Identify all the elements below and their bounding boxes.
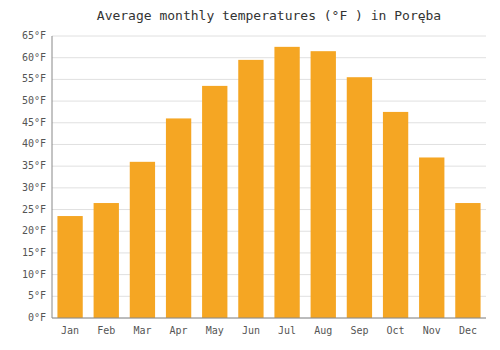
grid-line [52,318,486,319]
y-tick-label: 20°F [22,225,46,236]
y-axis-line [52,36,53,318]
grid-line [52,57,486,58]
title: Average monthly temperatures (°F ) in Po… [97,8,441,23]
bar [94,203,119,318]
y-tick-label: 10°F [22,269,46,280]
y-tick-label: 50°F [22,95,46,106]
y-tick-label: 30°F [22,182,46,193]
x-tick-label: Jul [278,325,296,336]
y-tick-label: 40°F [22,138,46,149]
y-tick-label: 5°F [28,290,46,301]
y-tick-label: 15°F [22,247,46,258]
x-tick-label: Aug [314,325,332,336]
bar [202,86,227,318]
x-tick-label: Oct [387,325,405,336]
bar [57,216,82,318]
y-axis: 0°F 5°F 10°F 15°F 20°F 25°F 30°F 35°F 40°F 45°F 50… [22,30,486,323]
x-tick-label: Jun [242,325,260,336]
bar [274,47,299,318]
y-tick-label: 55°F [22,73,46,84]
y-tick-label: 35°F [22,160,46,171]
grid-line [52,122,486,123]
y-tick-label: 0°F [28,312,46,323]
x-tick-label: Nov [423,325,441,336]
x-axis-line [52,318,486,319]
bar [347,77,372,318]
chart-container: Average monthly temperatures (°F ) in Po… [0,0,500,350]
bar [311,51,336,318]
bar [455,203,480,318]
bars [57,47,480,318]
x-tick-label: Sep [350,325,368,336]
bar [383,112,408,318]
grid-line [52,36,486,37]
bar [130,162,155,318]
grid-line [52,144,486,145]
bar [238,60,263,318]
y-tick-label: 25°F [22,204,46,215]
y-tick-label: 60°F [22,52,46,63]
page: {"chart_data": {"type": "bar", "title": … [0,0,500,350]
x-tick-label: Feb [97,325,115,336]
bar [419,157,444,318]
x-tick-label: Jan [61,325,79,336]
bar [166,118,191,318]
grid-line [52,79,486,80]
x-tick-label: Dec [459,325,477,336]
x-axis: Jan Feb Mar Apr May Jun Jul Aug Sep Oct Nov Dec [61,325,477,336]
x-tick-label: Apr [170,325,188,336]
grid-line [52,101,486,102]
y-tick-label: 45°F [22,117,46,128]
x-tick-label: Mar [133,325,151,336]
chart: Average monthly temperatures (°F ) in Po… [0,0,500,350]
y-tick-label: 65°F [22,30,46,41]
x-tick-label: May [206,325,224,336]
